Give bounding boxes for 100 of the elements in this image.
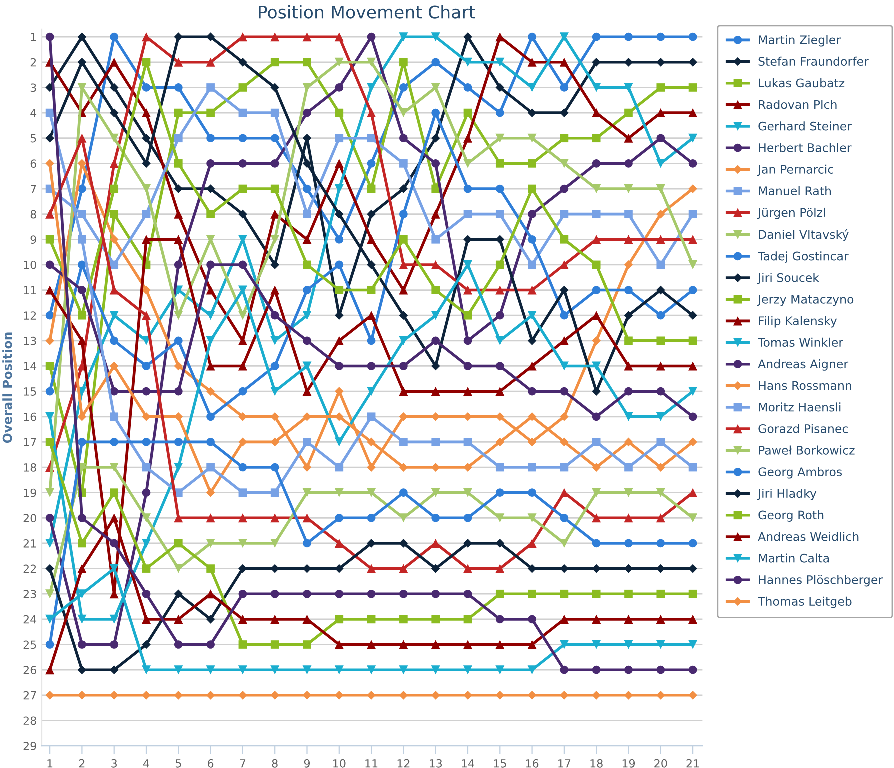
point xyxy=(110,640,119,649)
point xyxy=(463,564,473,574)
point xyxy=(367,690,376,700)
point xyxy=(78,514,86,522)
point xyxy=(464,438,472,446)
point xyxy=(270,32,280,42)
point xyxy=(46,514,54,522)
point xyxy=(688,488,698,498)
point xyxy=(142,564,151,573)
point xyxy=(110,336,119,346)
point xyxy=(592,311,602,320)
point xyxy=(206,538,216,548)
point xyxy=(142,311,152,320)
legend-label: Paweł Borkowicz xyxy=(759,446,855,455)
point xyxy=(560,387,569,396)
point xyxy=(367,286,376,294)
point xyxy=(142,387,151,396)
point xyxy=(399,184,408,194)
point xyxy=(463,260,473,270)
point xyxy=(142,286,151,295)
y-tick-label: 2 xyxy=(30,58,36,67)
point xyxy=(496,184,504,194)
point xyxy=(431,362,440,371)
point xyxy=(496,286,505,295)
point xyxy=(142,235,152,244)
point xyxy=(496,108,504,118)
legend-label: Jürgen Pölzl xyxy=(757,208,826,220)
point xyxy=(238,412,248,422)
point xyxy=(528,58,537,67)
point xyxy=(270,160,280,168)
point xyxy=(367,235,376,244)
point xyxy=(174,539,183,548)
point xyxy=(270,538,280,548)
point xyxy=(463,159,473,168)
point xyxy=(238,514,248,523)
point xyxy=(303,260,312,270)
point xyxy=(238,184,248,194)
point xyxy=(656,539,666,548)
point xyxy=(335,590,344,598)
point xyxy=(142,159,151,168)
point xyxy=(46,32,54,42)
point xyxy=(560,412,569,422)
point xyxy=(206,134,215,143)
point xyxy=(656,514,666,523)
point xyxy=(367,412,376,422)
y-axis-title: Overall Position xyxy=(2,332,12,444)
point xyxy=(592,539,601,548)
point xyxy=(110,412,119,422)
point xyxy=(46,159,54,168)
point xyxy=(464,615,472,624)
point xyxy=(238,538,248,548)
point xyxy=(110,32,119,42)
y-tick-label: 7 xyxy=(31,185,36,194)
point xyxy=(496,463,504,472)
point xyxy=(496,58,505,67)
point xyxy=(335,514,344,522)
point xyxy=(432,235,440,244)
point xyxy=(400,590,408,598)
point xyxy=(367,134,376,143)
y-tick-label: 14 xyxy=(24,362,37,370)
x-tick-label: 6 xyxy=(208,759,214,768)
point xyxy=(335,108,344,118)
point xyxy=(270,640,280,649)
point xyxy=(206,160,215,168)
point xyxy=(624,235,634,244)
point xyxy=(656,387,666,396)
legend-label: Moritz Haensli xyxy=(759,402,841,412)
point xyxy=(78,286,86,294)
point xyxy=(624,488,634,498)
point xyxy=(110,564,119,574)
point xyxy=(624,387,633,396)
legend-label: Gorazd Pisanec xyxy=(758,424,848,434)
legend-label: Hans Rossmann xyxy=(759,381,852,390)
point xyxy=(78,58,87,67)
point xyxy=(560,362,569,371)
point xyxy=(270,590,280,598)
point xyxy=(206,108,215,118)
point xyxy=(302,235,312,244)
point xyxy=(592,387,602,396)
point xyxy=(367,108,376,118)
x-tick-label: 1 xyxy=(48,760,53,768)
point xyxy=(110,488,119,498)
point xyxy=(560,438,569,447)
point xyxy=(367,362,376,370)
point xyxy=(334,488,344,498)
x-tick-label: 20 xyxy=(654,759,668,768)
point xyxy=(270,286,280,295)
point xyxy=(592,336,602,346)
point xyxy=(656,84,666,92)
point xyxy=(528,260,536,270)
point xyxy=(335,260,344,270)
point xyxy=(560,336,569,346)
point xyxy=(528,134,537,143)
point xyxy=(432,160,440,168)
point xyxy=(270,83,280,92)
legend-label: Herbert Bachler xyxy=(759,143,852,152)
point xyxy=(303,640,312,649)
point xyxy=(78,614,87,624)
point xyxy=(238,336,248,346)
point xyxy=(238,235,248,244)
